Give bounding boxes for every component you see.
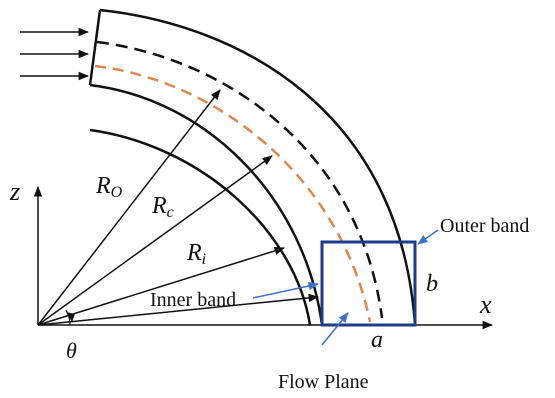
dimension-b-label: b	[426, 271, 438, 297]
outer-band-pointer	[417, 229, 439, 245]
flow-plane-box	[320, 240, 417, 327]
theta-label: θ	[66, 338, 77, 363]
radius-center-label: Rc	[151, 193, 174, 221]
inlet-edge	[88, 9, 102, 86]
radius-base-arrow	[37, 293, 320, 326]
outer-wall	[99, 8, 417, 326]
radius-inner-arrow	[37, 246, 286, 326]
radius-inner-label: Ri	[186, 240, 206, 268]
dimension-a-label: a	[371, 327, 383, 353]
theta-arc	[65, 309, 71, 326]
inner-band-label: Inner band	[150, 289, 236, 311]
radius-outer-label: RO	[95, 173, 123, 201]
outer-band-label: Outer band	[440, 215, 529, 237]
flow-plane-label: Flow Plane	[278, 371, 369, 393]
center-dashed-line	[96, 40, 384, 319]
x-axis-label: x	[479, 290, 492, 319]
radius-center-arrow	[37, 155, 273, 326]
inner-wall	[89, 83, 324, 326]
flow-plane-pointer	[321, 312, 349, 346]
z-axis-label: z	[9, 177, 20, 206]
inner-band-pointer	[252, 281, 320, 299]
radius-outer-arrow	[37, 89, 221, 326]
theta-arrowhead	[66, 312, 75, 322]
